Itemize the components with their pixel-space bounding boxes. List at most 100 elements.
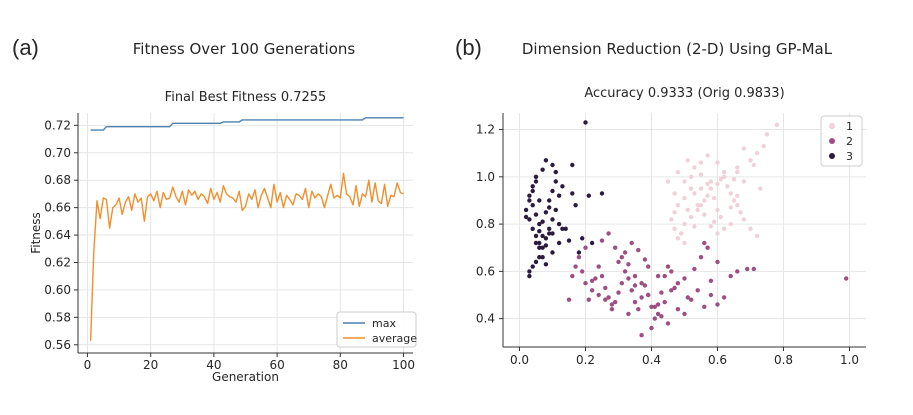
scatter-point-class-2 [655,273,661,279]
scatter-point-class-1 [735,169,740,175]
scatter-point-class-2 [606,295,611,300]
legend-box [820,115,863,167]
scatter-point-class-2 [596,264,601,269]
scatter-point-class-1 [735,203,740,208]
scatter-point-class-2 [659,314,664,319]
scatter-point-class-1 [698,160,704,165]
scatter-point-class-3 [527,269,532,274]
scatter-point-class-2 [682,311,687,317]
scatter-point-class-2 [652,316,657,321]
scatter-point-class-2 [715,259,720,265]
scatter-point-class-3 [540,245,545,250]
scatter-point-class-3 [540,219,545,224]
scatter-point-class-2 [596,292,601,298]
scatter-point-class-3 [523,207,529,213]
scatter-point-class-1 [731,177,737,182]
panel-a-label: (a) [12,35,39,60]
scatter-point-class-1 [692,191,697,196]
y-tick-label: 0.4 [476,312,495,326]
fitness-line-chart: Final Best Fitness 0.7255 0 20 40 60 80 100 0.5… [29,90,417,384]
scatter-point-class-2 [685,295,690,300]
scatter-point-class-2 [566,297,572,302]
series-line-max [90,117,404,131]
scatter-point-class-1 [715,207,720,213]
scatter-point-class-2 [616,259,621,265]
scatter-point-class-2 [646,292,651,298]
scatter-point-class-2 [619,281,624,286]
scatter-point-class-2 [721,295,727,300]
scatter-point-class-1 [761,143,766,149]
scatter-point-class-2 [735,269,740,274]
scatter-point-class-1 [708,179,714,184]
scatter-point-class-2 [622,269,628,274]
y-tick-label: 0.62 [44,255,71,269]
x-tick-label: 0.6 [708,353,727,367]
scatter-point-class-2 [675,307,681,312]
scatter-point-class-2 [745,266,750,272]
scatter-point-class-1 [718,214,723,220]
scatter-point-class-2 [599,238,605,243]
y-tick-label: 0.6 [476,264,495,278]
x-tick-label: 60 [269,358,284,372]
scatter-point-class-2 [688,297,694,302]
legend-marker-3 [829,153,835,159]
y-tick-label: 1.0 [476,170,495,184]
scatter-point-class-2 [665,264,671,269]
scatter-point-class-1 [708,186,714,191]
scatter-point-class-2 [609,302,615,307]
scatter-point-class-1 [728,191,733,196]
scatter-point-class-3 [540,255,545,260]
scatter-point-class-2 [632,283,638,288]
scatter-point-class-3 [537,245,542,250]
scatter-point-class-2 [626,262,631,267]
scatter-point-class-3 [523,214,529,220]
scatter-point-class-2 [589,278,595,283]
scatter-point-class-2 [639,333,644,338]
scatter-point-class-2 [639,281,644,286]
legend-label-average: average [372,332,417,345]
scatter-point-class-2 [646,264,651,269]
scatter-point-class-1 [688,214,694,220]
x-tick-label: 80 [333,358,348,372]
scatter-point-class-3 [537,229,542,234]
scatter-point-class-3 [547,198,552,203]
legend-label-1: 1 [846,120,853,133]
scatter-point-class-2 [583,245,588,250]
scatter-point-class-3 [550,250,555,255]
scatter-point-class-2 [632,299,638,305]
scatter-point-class-2 [613,299,618,305]
scatter-point-class-2 [682,276,687,281]
scatter-point-class-1 [748,158,753,163]
panel-a-title: Fitness Over 100 Generations [133,40,356,58]
scatter-point-class-3 [556,221,562,227]
scatter-point-class-2 [705,245,710,250]
scatter-point-class-1 [688,174,694,179]
scatter-point-class-2 [698,255,704,260]
scatter-point-class-1 [688,186,694,191]
scatter-point-class-3 [556,240,562,246]
scatter-point-class-3 [543,236,549,241]
scatter-point-class-1 [682,221,687,227]
scatter-point-class-2 [573,264,578,269]
scatter-point-class-3 [550,188,555,194]
scatter-point-class-3 [533,240,539,246]
scatter-point-class-1 [715,160,720,165]
scatter-point-class-1 [735,165,740,170]
scatter-point-class-2 [702,304,707,309]
scatter-point-class-2 [662,299,667,305]
scatter-point-class-3 [560,226,565,231]
scatter-point-class-2 [702,240,707,246]
scatter-point-class-1 [682,195,687,201]
scatter-point-class-2 [652,304,657,309]
scatter-point-class-2 [655,311,661,317]
scatter-point-class-3 [550,162,555,168]
scatter-point-class-3 [573,203,578,208]
scatter-point-class-2 [669,288,674,293]
scatter-point-class-1 [705,193,710,198]
scatter-point-class-2 [728,273,733,279]
scatter-point-class-2 [586,297,591,302]
scatter-point-class-2 [580,269,585,274]
scatter-point-class-2 [603,297,608,302]
scatter-point-class-2 [715,302,720,307]
scatter-point-class-1 [741,217,747,222]
